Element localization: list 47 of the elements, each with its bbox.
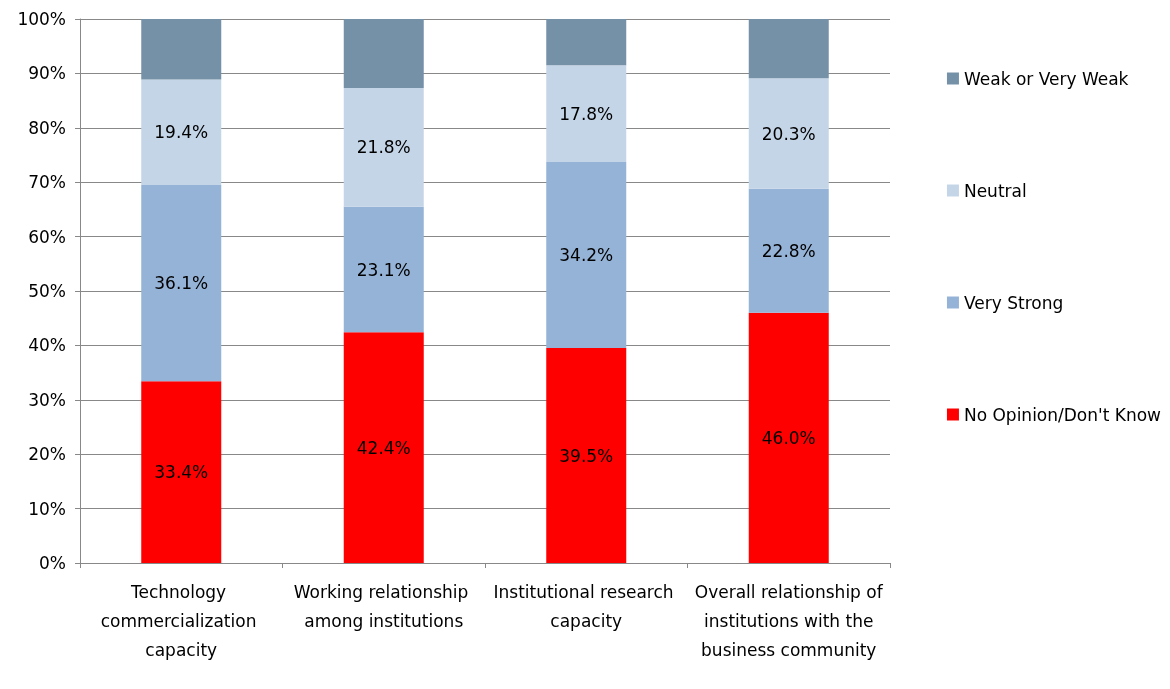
data-label: 36.1% bbox=[154, 273, 209, 294]
data-label: 22.8% bbox=[761, 240, 816, 261]
data-label: 19.4% bbox=[154, 122, 209, 143]
bar bbox=[546, 162, 627, 349]
bar bbox=[141, 381, 222, 563]
y-tick-label: 10% bbox=[28, 498, 66, 519]
legend-label: Very Strong bbox=[963, 292, 1064, 313]
y-tick-label: 30% bbox=[28, 389, 66, 410]
data-label: 46.0% bbox=[761, 427, 816, 448]
data-label: 23.1% bbox=[356, 259, 411, 280]
bar bbox=[141, 79, 222, 185]
bar bbox=[546, 19, 627, 66]
bar bbox=[141, 184, 222, 382]
bar bbox=[748, 78, 829, 189]
bar bbox=[546, 348, 627, 563]
bar bbox=[343, 332, 424, 563]
legend-label: No Opinion/Don't Know bbox=[963, 404, 1162, 425]
data-label: 42.4% bbox=[356, 437, 411, 458]
x-tick-label: Overall relationship of institutions with the business community bbox=[694, 581, 884, 660]
x-tick-label: Technology commercialization capacity bbox=[100, 581, 262, 660]
y-tick-label: 100% bbox=[17, 9, 66, 29]
y-tick-label: 20% bbox=[28, 444, 66, 465]
bar bbox=[748, 312, 829, 563]
data-label: 20.3% bbox=[761, 123, 816, 144]
bar bbox=[546, 65, 627, 163]
bar bbox=[343, 88, 424, 207]
y-tick-label: 50% bbox=[28, 281, 66, 301]
data-label: 34.2% bbox=[559, 245, 614, 266]
y-tick-label: 0% bbox=[39, 553, 66, 573]
bar bbox=[141, 19, 222, 80]
y-tick-label: 40% bbox=[28, 335, 66, 356]
y-tick-label: 80% bbox=[28, 117, 66, 138]
bar bbox=[748, 19, 829, 79]
data-label: 39.5% bbox=[559, 445, 614, 466]
data-label: 33.4% bbox=[154, 462, 209, 483]
y-tick-label: 60% bbox=[28, 226, 66, 247]
y-tick-label: 70% bbox=[28, 172, 66, 193]
data-label: 21.8% bbox=[356, 137, 411, 158]
y-tick-label: 90% bbox=[28, 63, 66, 84]
x-tick-label: Working relationship among institutions bbox=[293, 581, 474, 631]
bar bbox=[343, 19, 424, 89]
x-tick-label: Institutional research capacity bbox=[493, 581, 680, 631]
legend-label: Weak or Very Weak bbox=[963, 68, 1129, 89]
bar bbox=[343, 206, 424, 333]
bar bbox=[748, 188, 829, 313]
legend-label: Neutral bbox=[963, 180, 1027, 201]
data-label: 17.8% bbox=[559, 103, 614, 124]
